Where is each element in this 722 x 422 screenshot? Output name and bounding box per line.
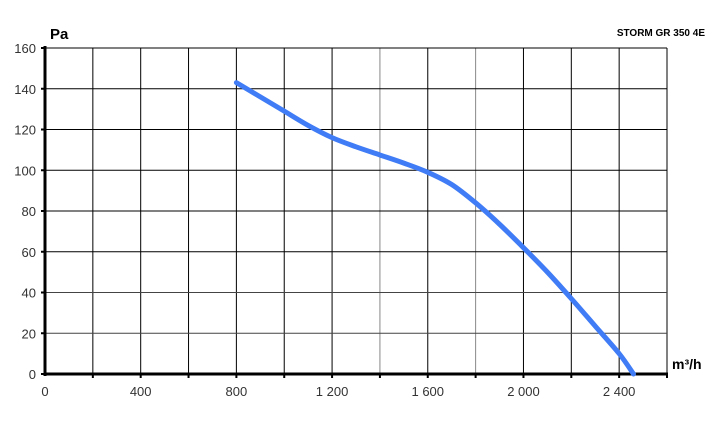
series [236,83,633,375]
chart-title: STORM GR 350 4E [617,28,706,39]
y-tick-label: 40 [22,286,36,301]
x-tick-label: 800 [226,384,248,399]
grid [45,48,667,374]
x-tick-label: 2 000 [507,384,540,399]
x-tick-label: 0 [41,384,48,399]
y-tick-label: 120 [14,123,36,138]
x-tick-label: 400 [130,384,152,399]
tick-labels: 0 20 40 60 80 100 120 140 160 0 400 800 1 200 1 600 2 … [14,41,635,399]
y-tick-label: 60 [22,245,36,260]
y-tick-label: 80 [22,204,36,219]
y-tick-label: 0 [29,367,36,382]
x-tick-label: 1 600 [411,384,444,399]
x-tick-label: 1 200 [316,384,349,399]
fan-curve-line [236,83,633,374]
y-tick-label: 160 [14,41,36,56]
axes [41,46,668,378]
y-tick-label: 20 [22,326,36,341]
x-tick-label: 2 400 [603,384,636,399]
y-tick-label: 140 [14,82,36,97]
x-axis-label: m³/h [672,356,702,372]
y-tick-label: 100 [14,163,36,178]
y-axis-label: Pa [50,26,69,43]
